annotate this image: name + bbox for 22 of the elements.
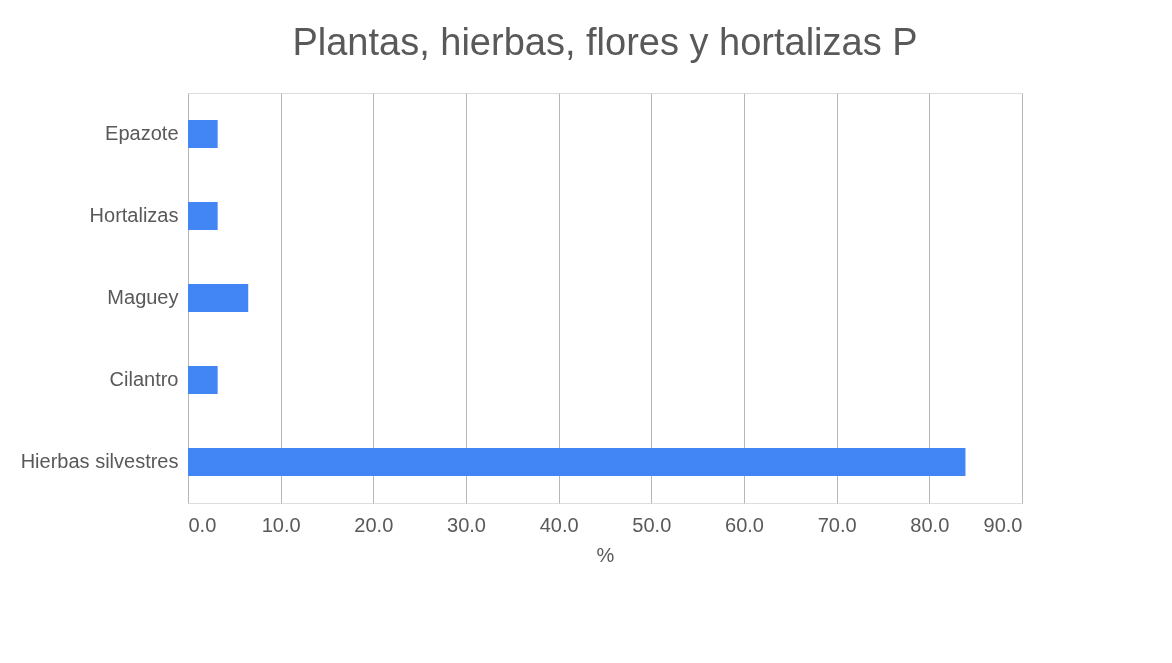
y-tick-label: Epazote <box>105 122 179 144</box>
bar <box>188 284 249 312</box>
x-axis-title: % <box>596 543 615 566</box>
bar <box>188 366 218 394</box>
x-tick-label: 40.0 <box>539 513 579 536</box>
x-tick-label: 80.0 <box>910 513 950 536</box>
x-tick-label: 30.0 <box>447 513 486 536</box>
x-tick-label: 50.0 <box>632 513 672 536</box>
x-tick-label: 90.0 <box>983 513 1023 536</box>
y-tick-label: Hortalizas <box>89 204 179 226</box>
x-tick-label: 60.0 <box>725 513 764 536</box>
bar <box>188 202 218 230</box>
bar <box>188 448 966 476</box>
x-tick-label: 70.0 <box>817 513 857 536</box>
y-tick-label: Cilantro <box>109 368 179 390</box>
x-tick-label: 20.0 <box>354 513 394 536</box>
x-tick-label: 0.0 <box>188 513 217 536</box>
bar <box>188 120 218 148</box>
chart-title: Plantas, hierbas, flores y hortalizas P <box>292 21 918 63</box>
x-tick-label: 10.0 <box>261 513 301 536</box>
y-tick-label: Hierbas silvestres <box>20 450 179 472</box>
y-tick-label: Maguey <box>107 286 179 308</box>
